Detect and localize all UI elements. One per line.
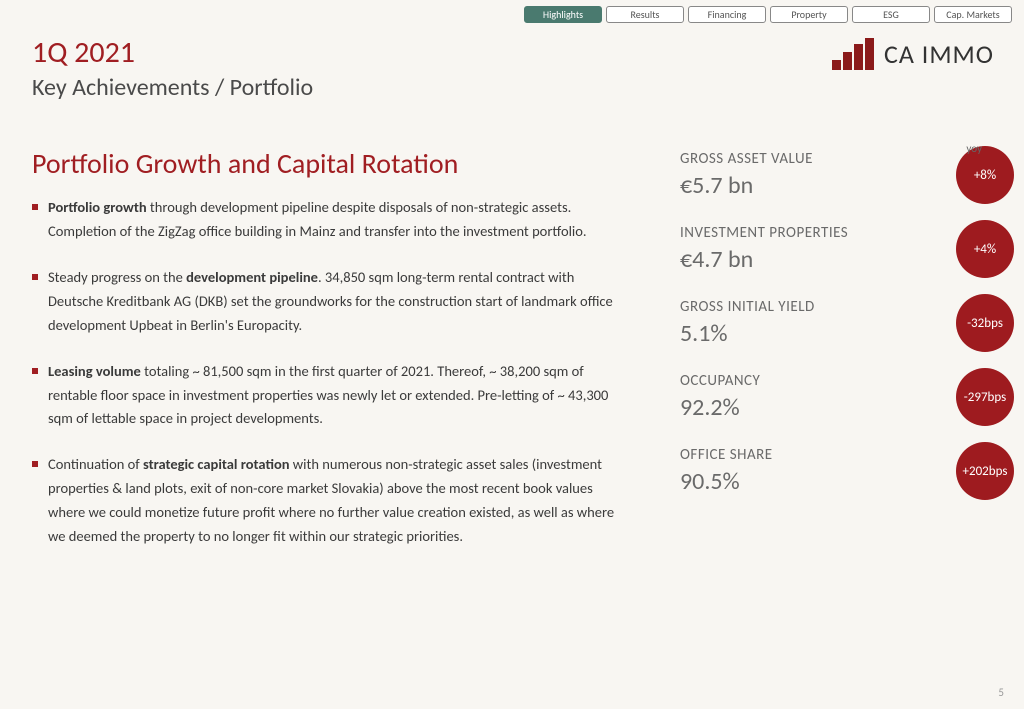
logo-bars-icon <box>832 38 874 70</box>
bullet-item: Steady progress on the development pipel… <box>32 266 632 338</box>
nav-tab-cap-markets[interactable]: Cap. Markets <box>934 6 1012 23</box>
metric-row: OCCUPANCY92.2%-297bps <box>680 368 1010 426</box>
metric-label: INVESTMENT PROPERTIES <box>680 224 948 244</box>
bullet-marker-icon <box>32 204 38 210</box>
metric-value: 92.2% <box>680 393 948 422</box>
metric-row: GROSS INITIAL YIELD5.1%-32bps <box>680 294 1010 352</box>
metric-label: OFFICE SHARE <box>680 446 948 466</box>
logo-text: CA IMMO <box>884 38 994 70</box>
nav-tabs: HighlightsResultsFinancingPropertyESGCap… <box>524 6 1012 23</box>
metric-value: 5.1% <box>680 319 948 348</box>
bullet-text: Portfolio growth through development pip… <box>48 196 632 244</box>
metric-badge: -32bps <box>956 294 1014 352</box>
bullet-marker-icon <box>32 461 38 467</box>
quarter-title: 1Q 2021 <box>32 34 313 71</box>
metric-value: 90.5% <box>680 467 948 496</box>
metric-value: €4.7 bn <box>680 245 948 274</box>
metric-badge: -297bps <box>956 368 1014 426</box>
logo: CA IMMO <box>832 38 994 70</box>
bullet-item: Leasing volume totaling ~ 81,500 sqm in … <box>32 360 632 432</box>
bullet-list: Portfolio growth through development pip… <box>32 196 632 571</box>
metric-value: €5.7 bn <box>680 171 948 200</box>
bullet-text: Leasing volume totaling ~ 81,500 sqm in … <box>48 360 632 432</box>
nav-tab-esg[interactable]: ESG <box>852 6 930 23</box>
bullet-marker-icon <box>32 368 38 374</box>
bullet-text: Steady progress on the development pipel… <box>48 266 632 338</box>
page-number: 5 <box>998 686 1004 699</box>
nav-tab-property[interactable]: Property <box>770 6 848 23</box>
metric-label: OCCUPANCY <box>680 372 948 392</box>
nav-tab-financing[interactable]: Financing <box>688 6 766 23</box>
slide-header: 1Q 2021 Key Achievements / Portfolio <box>32 34 313 102</box>
bullet-item: Continuation of strategic capital rotati… <box>32 453 632 549</box>
metric-row: OFFICE SHARE90.5%+202bps <box>680 442 1010 500</box>
metrics-panel: yoy GROSS ASSET VALUE€5.7 bn+8%INVESTMEN… <box>680 146 1010 516</box>
bullet-marker-icon <box>32 274 38 280</box>
subtitle: Key Achievements / Portfolio <box>32 73 313 102</box>
bullet-text: Continuation of strategic capital rotati… <box>48 453 632 549</box>
metric-row: GROSS ASSET VALUE€5.7 bn+8% <box>680 146 1010 204</box>
metric-row: INVESTMENT PROPERTIES€4.7 bn+4% <box>680 220 1010 278</box>
section-title: Portfolio Growth and Capital Rotation <box>32 146 458 181</box>
metric-label: GROSS ASSET VALUE <box>680 150 948 170</box>
metric-label: GROSS INITIAL YIELD <box>680 298 948 318</box>
metric-badge: +4% <box>956 220 1014 278</box>
metric-badge: +202bps <box>956 442 1014 500</box>
nav-tab-highlights[interactable]: Highlights <box>524 6 602 23</box>
bullet-item: Portfolio growth through development pip… <box>32 196 632 244</box>
nav-tab-results[interactable]: Results <box>606 6 684 23</box>
yoy-label: yoy <box>966 142 982 155</box>
metric-badge: +8% <box>956 146 1014 204</box>
